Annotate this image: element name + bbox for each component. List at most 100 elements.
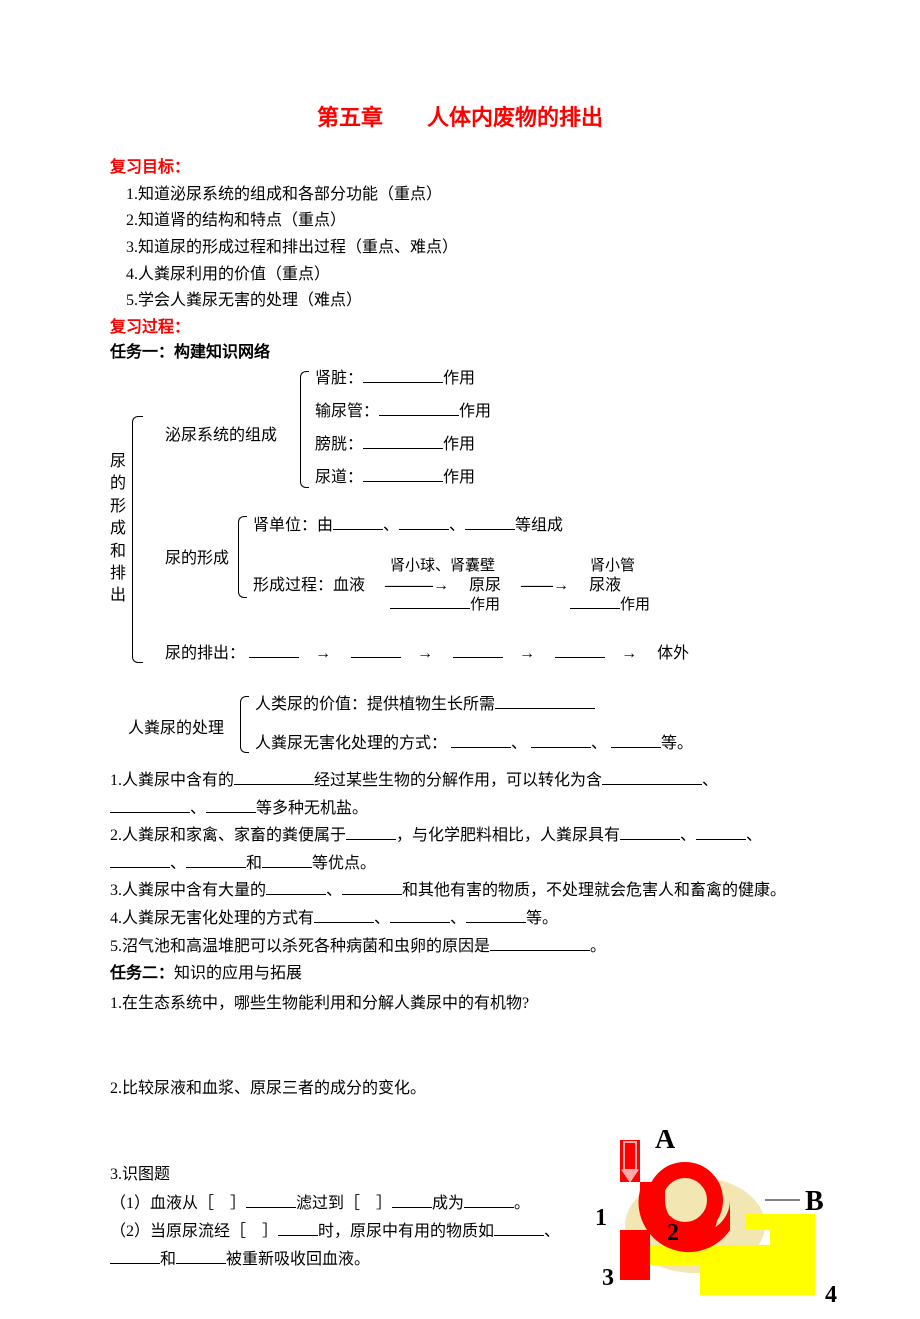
app1: 1.在生态系统中，哪些生物能利用和分解人粪尿中的有机物? — [110, 991, 810, 1017]
goal-5: 5.学会人粪尿无害的处理（难点） — [126, 288, 810, 314]
brace-branch1 — [300, 371, 309, 488]
blank — [176, 1247, 226, 1264]
sep: 、 — [170, 855, 186, 872]
sep: 、 — [383, 517, 399, 534]
q4-prefix: 4.人粪尿无害化处理的方式有 — [110, 910, 314, 927]
sep: 、 — [591, 735, 607, 752]
diagram-label-3: 3 — [602, 1265, 614, 1291]
blank — [465, 513, 515, 530]
blank — [110, 1247, 160, 1264]
blank — [110, 851, 170, 868]
blank — [246, 1191, 296, 1208]
diagram-label-A: A — [655, 1130, 676, 1155]
q3-prefix: 3.人粪尿中含有大量的 — [110, 882, 266, 899]
q1-prefix: 1.人粪尿中含有的 — [110, 772, 234, 789]
blank — [390, 906, 450, 923]
q2-line2: 、和等优点。 — [110, 851, 810, 877]
b2-sub2: 形成过程：血液 — [253, 577, 365, 594]
app3-2-end: 被重新吸收回血液。 — [226, 1251, 370, 1268]
process-bot1: 作用 — [470, 597, 500, 613]
arrow-icon: → — [605, 645, 653, 662]
task2-label: 任务二： — [110, 965, 174, 982]
diagram-label-1: 1 — [595, 1205, 607, 1231]
process-heading: 复习过程： — [110, 315, 810, 341]
q1-end: 等多种无机盐。 — [256, 800, 368, 817]
app3-2-and: 和 — [160, 1251, 176, 1268]
blank — [399, 513, 449, 530]
q5: 5.沼气池和高温堆肥可以杀死各种病菌和虫卵的原因是。 — [110, 934, 810, 960]
diagram-label-B: B — [805, 1186, 824, 1217]
branch-1-label: 泌尿系统的组成 — [165, 423, 277, 449]
knowledge-tree: 尿的形成和排出 泌尿系统的组成 肾脏：作用 输尿管：作用 膀胱：作用 尿道：作用… — [110, 371, 810, 681]
blank — [464, 1191, 514, 1208]
sep: 、 — [746, 827, 762, 844]
tree-root-label: 尿的形成和排出 — [110, 451, 128, 608]
diagram-label-2: 2 — [667, 1220, 679, 1246]
b1-item4-suf: 作用 — [443, 469, 475, 486]
b1-item4-name: 尿道： — [315, 469, 363, 486]
blank — [186, 851, 246, 868]
b2-sub1: 肾单位：由 — [253, 517, 333, 534]
hw-line1: 人类尿的价值：提供植物生长所需 — [255, 696, 495, 713]
process-mid1: 原尿 — [469, 577, 501, 594]
blank — [392, 1191, 432, 1208]
task2: 任务二：知识的应用与拓展 — [110, 961, 810, 987]
blank — [363, 465, 443, 482]
blank — [495, 692, 595, 709]
q2-and: 和 — [246, 855, 262, 872]
sep: 、 — [511, 735, 527, 752]
blank — [602, 768, 702, 785]
blank — [314, 906, 374, 923]
sep: 、 — [702, 772, 718, 789]
blank — [206, 796, 256, 813]
q1-mid: 经过某些生物的分解作用，可以转化为含 — [314, 772, 602, 789]
q3: 3.人粪尿中含有大量的、和其他有害的物质，不处理就会危害人和畜禽的健康。 — [110, 878, 810, 904]
blank — [363, 432, 443, 449]
app3-1-mid2: 成为 — [432, 1195, 464, 1212]
sep: 、 — [190, 800, 206, 817]
arrow-icon: ―――→ — [369, 577, 465, 594]
branch-2-label: 尿的形成 — [165, 546, 229, 572]
blank — [696, 823, 746, 840]
blank — [346, 823, 396, 840]
blank — [570, 593, 620, 609]
q2-prefix: 2.人粪尿和家禽、家畜的粪便属于 — [110, 827, 346, 844]
b1-item3-suf: 作用 — [443, 436, 475, 453]
q5-prefix: 5.沼气池和高温堆肥可以杀死各种病菌和虫卵的原因是 — [110, 938, 490, 955]
task2-rest: 知识的应用与拓展 — [174, 965, 302, 982]
blank — [110, 796, 190, 813]
blank — [466, 906, 526, 923]
brace-hw — [240, 696, 249, 753]
goal-2: 2.知道肾的结构和特点（重点） — [126, 208, 810, 234]
blank — [333, 513, 383, 530]
app3-2-mid: 时，原尿中有用的物质如 — [318, 1223, 494, 1240]
branch-3-end: 体外 — [657, 645, 689, 662]
b1-item2-suf: 作用 — [459, 403, 491, 420]
blank — [451, 731, 511, 748]
blank — [278, 1219, 318, 1236]
app3-2-prefix: （2）当原尿流经［ ］ — [110, 1223, 278, 1240]
b1-item1-name: 肾脏： — [315, 370, 363, 387]
arrow-icon: → — [503, 645, 551, 662]
human-waste-block: 人粪尿的处理 人类尿的价值：提供植物生长所需 人粪尿无害化处理的方式： 、 、 … — [110, 696, 810, 766]
q1-line2: 、 等多种无机盐。 — [110, 796, 810, 822]
page-title: 第五章 人体内废物的排出 — [110, 100, 810, 135]
blank — [494, 1219, 544, 1236]
hw-label: 人粪尿的处理 — [128, 716, 224, 742]
process-mid2: 尿液 — [589, 577, 621, 594]
blank — [249, 641, 299, 658]
sep: 、 — [680, 827, 696, 844]
review-goal-heading: 复习目标： — [110, 155, 810, 181]
blank — [234, 768, 314, 785]
blank — [620, 823, 680, 840]
q2: 2.人粪尿和家禽、家畜的粪便属于，与化学肥料相比，人粪尿具有、、 — [110, 823, 810, 849]
arrow-icon: → — [401, 645, 449, 662]
blank — [555, 641, 605, 658]
blank — [266, 878, 326, 895]
blank — [611, 731, 661, 748]
q4-end: 等。 — [526, 910, 558, 927]
sep: 、 — [449, 517, 465, 534]
process-bot2: 作用 — [620, 597, 650, 613]
brace-branch2 — [238, 516, 247, 598]
sep: 、 — [374, 910, 390, 927]
